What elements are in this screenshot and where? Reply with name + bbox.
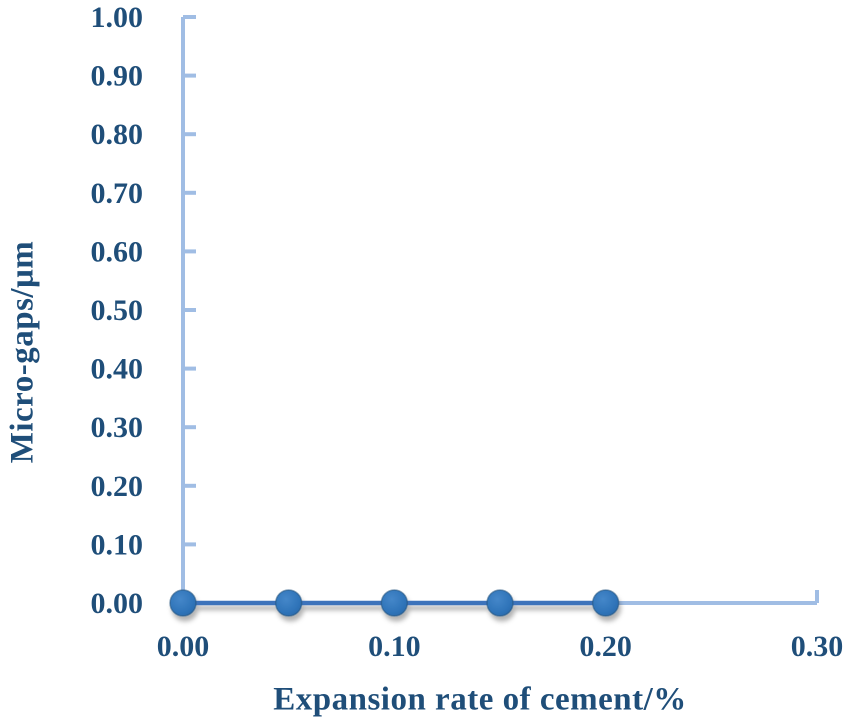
y-tick-label: 0.60 bbox=[91, 235, 144, 268]
x-axis-title: Expansion rate of cement/% bbox=[273, 681, 687, 718]
data-series bbox=[169, 589, 620, 617]
y-tick-label: 0.40 bbox=[91, 353, 144, 386]
data-point bbox=[486, 589, 514, 617]
x-tick-label: 0.10 bbox=[368, 630, 421, 663]
data-point bbox=[380, 589, 409, 617]
y-tick-label: 1.00 bbox=[91, 1, 144, 34]
y-tick-label: 0.00 bbox=[91, 587, 144, 620]
data-point bbox=[591, 589, 620, 617]
y-tick-label: 0.10 bbox=[91, 528, 144, 561]
y-tick-label: 0.90 bbox=[91, 60, 144, 93]
x-tick-label: 0.00 bbox=[157, 630, 210, 663]
y-tick-label: 0.20 bbox=[91, 470, 144, 503]
x-tick-label: 0.20 bbox=[579, 630, 632, 663]
data-point bbox=[274, 589, 303, 617]
y-tick-label: 0.50 bbox=[91, 294, 144, 327]
y-tick-label: 0.30 bbox=[91, 411, 144, 444]
x-tick-label: 0.30 bbox=[791, 630, 844, 663]
y-tick-label: 0.70 bbox=[91, 177, 144, 210]
data-point bbox=[169, 589, 197, 617]
y-tick-label: 0.80 bbox=[91, 118, 144, 151]
